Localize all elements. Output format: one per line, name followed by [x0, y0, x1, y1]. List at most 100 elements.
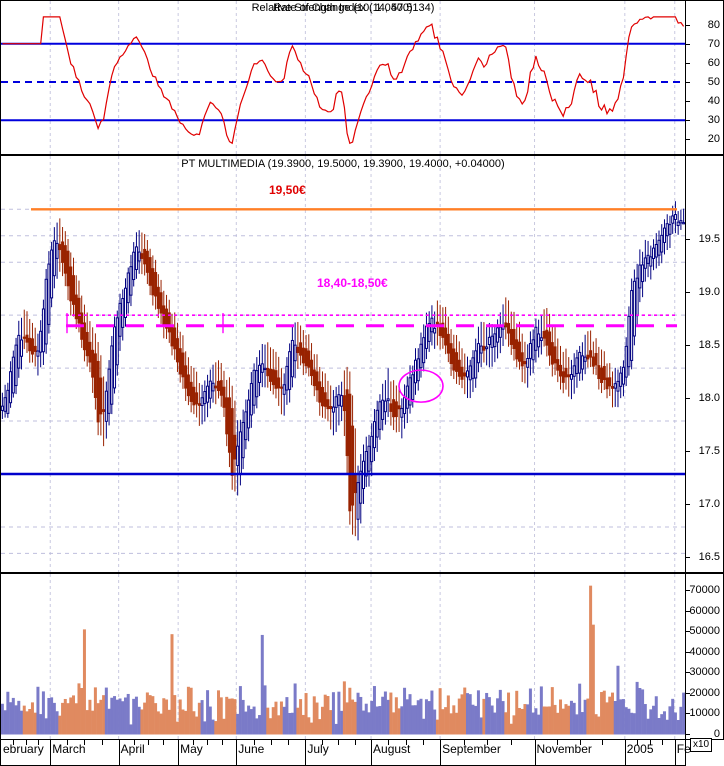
month-separator — [305, 740, 307, 766]
month-label: July — [307, 742, 329, 756]
price-tick-label: 18.0 — [698, 392, 720, 405]
price-tick-label: 19.0 — [698, 286, 720, 299]
rsi-tick-mark — [686, 62, 690, 64]
month-label: April — [120, 742, 145, 756]
week-tick — [388, 740, 390, 745]
volume-tick-label: 20000 — [689, 686, 720, 699]
month-separator — [534, 740, 536, 766]
price-tick-label: 16.5 — [698, 550, 720, 563]
price-panel: PT MULTIMEDIA (19.3900, 19.5000, 19.3900… — [0, 155, 686, 573]
week-tick — [405, 740, 407, 745]
week-tick — [25, 740, 27, 745]
volume-value-axis: 70000 60000 50000 40000 30000 20000 10000 0 — [686, 573, 724, 740]
price-tick-mark — [686, 239, 690, 241]
rsi-tick-mark — [686, 120, 690, 122]
week-tick — [602, 740, 604, 745]
week-tick — [192, 740, 194, 745]
volume-tick-mark — [686, 651, 690, 653]
week-tick — [13, 740, 15, 745]
price-plot — [1, 156, 685, 572]
rsi-tick-label: 30 — [707, 114, 720, 127]
volume-plot — [1, 574, 685, 739]
month-label: 2005 — [626, 742, 654, 756]
week-tick — [354, 740, 356, 745]
week-tick — [253, 740, 255, 745]
week-tick — [510, 740, 512, 745]
week-tick — [321, 740, 323, 745]
week-tick — [649, 740, 651, 745]
month-label: November — [536, 742, 592, 756]
month-separator — [236, 740, 238, 766]
date-axis: ebruary March April May June July August Septem… — [0, 740, 691, 766]
week-tick — [487, 740, 489, 745]
week-tick — [221, 740, 223, 745]
week-tick — [37, 740, 39, 745]
month-label: ebruary — [3, 742, 44, 756]
week-tick — [133, 740, 135, 745]
band-label: 18,40-18,50€ — [317, 276, 388, 290]
month-label: June — [238, 742, 265, 756]
week-tick — [67, 740, 69, 745]
month-separator — [674, 740, 676, 766]
volume-multiplier-label: x10 — [690, 738, 713, 752]
volume-tick-label: 40000 — [689, 645, 720, 658]
week-tick — [579, 740, 581, 745]
week-tick — [662, 740, 664, 745]
month-label: May — [180, 742, 203, 756]
week-tick — [148, 740, 150, 745]
week-tick — [557, 740, 559, 745]
week-tick — [84, 740, 86, 745]
week-tick — [101, 740, 103, 745]
week-tick — [422, 740, 424, 745]
rsi-tick-mark — [686, 139, 690, 141]
rsi-panel: Relative Strength Index (14, 57.5134) Ra… — [0, 0, 686, 155]
volume-tick-mark — [686, 692, 690, 694]
rsi-tick-label: 40 — [707, 95, 720, 108]
week-tick — [207, 740, 209, 745]
month-label: March — [52, 742, 86, 756]
volume-tick-label: 30000 — [689, 666, 720, 679]
volume-tick-label: 10000 — [689, 707, 720, 720]
rsi-plot — [1, 1, 685, 154]
price-tick-mark — [686, 345, 690, 347]
rsi-tick-mark — [686, 24, 690, 26]
week-tick — [463, 740, 465, 745]
price-tick-mark — [686, 556, 690, 558]
rsi-tick-label: 70 — [707, 37, 720, 50]
volume-tick-mark — [686, 734, 690, 735]
price-tick-mark — [686, 504, 690, 505]
resistance-label: 19,50€ — [269, 183, 306, 197]
rsi-tick-mark — [686, 43, 690, 45]
month-separator — [440, 740, 442, 766]
volume-tick-mark — [686, 672, 690, 674]
volume-tick-label: 50000 — [689, 625, 720, 638]
volume-tick-label: 0 — [713, 728, 720, 740]
volume-tick-label: 60000 — [689, 604, 720, 617]
week-tick — [270, 740, 272, 745]
week-tick — [637, 740, 639, 745]
volume-tick-mark — [686, 610, 690, 612]
price-tick-mark — [686, 398, 690, 400]
month-separator — [178, 740, 180, 766]
price-tick-mark — [686, 451, 690, 453]
week-tick — [288, 740, 290, 745]
month-label: September — [442, 742, 501, 756]
month-separator — [624, 740, 626, 766]
rsi-value-axis: 80 70 60 50 40 30 20 — [686, 0, 724, 155]
price-tick-label: 17.5 — [698, 445, 720, 458]
volume-tick-mark — [686, 590, 690, 592]
candlestick-chart-svg — [1, 156, 685, 572]
month-separator — [50, 740, 52, 766]
rsi-tick-label: 50 — [707, 76, 720, 88]
volume-tick-mark — [686, 713, 690, 715]
rsi-tick-label: 20 — [707, 133, 720, 146]
rsi-tick-mark — [686, 82, 690, 83]
month-label: August — [373, 742, 411, 756]
volume-tick-label: 70000 — [689, 584, 720, 597]
volume-panel — [0, 573, 686, 740]
month-separator — [371, 740, 373, 766]
volume-tick-mark — [686, 631, 690, 633]
rsi-tick-mark — [686, 101, 690, 103]
price-tick-label: 18.5 — [698, 339, 720, 352]
